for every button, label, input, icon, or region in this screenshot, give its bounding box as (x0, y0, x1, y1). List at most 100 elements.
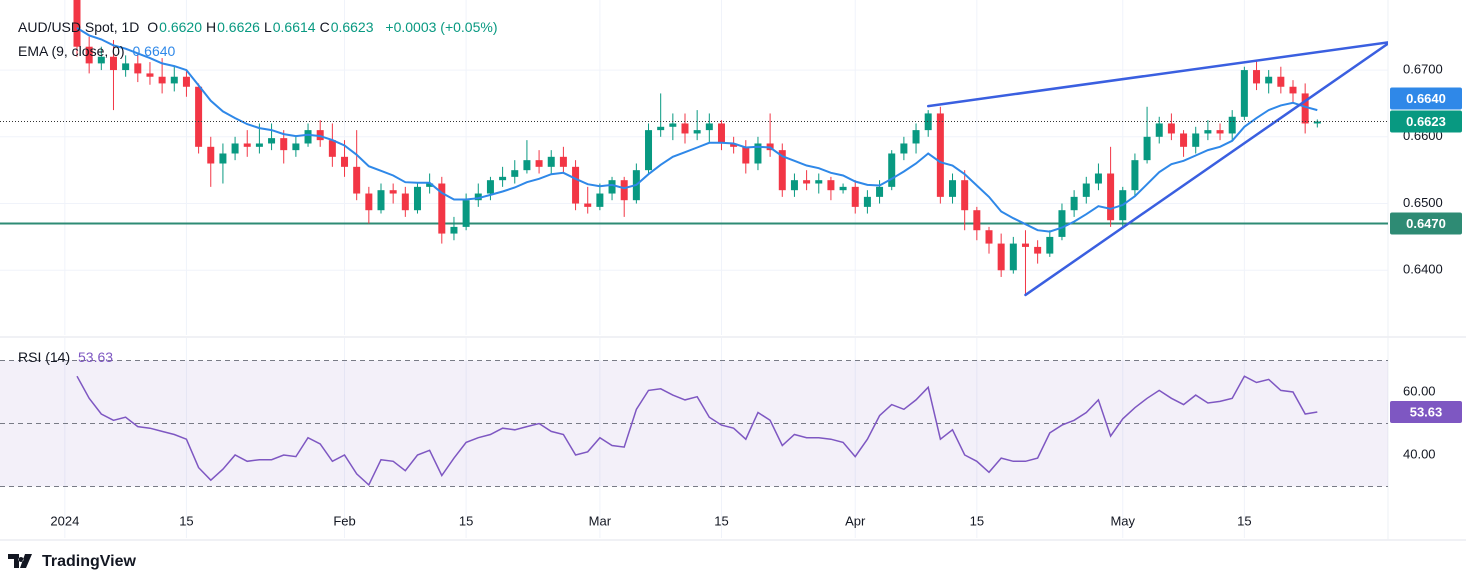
candle-body (134, 63, 142, 74)
candle-body (790, 180, 798, 191)
ohlc: O0.6620 H0.6626 L0.6614 C0.6623 (147, 19, 377, 35)
candle-body (304, 130, 312, 144)
candle-body (681, 123, 689, 134)
candle-body (1228, 116, 1236, 134)
x-tick-label: 15 (459, 513, 473, 528)
candle-body (365, 193, 373, 211)
candle-body (572, 166, 580, 204)
ohlc-value: 0.6620 (159, 19, 202, 35)
rsi-header: RSI (14) 53.63 (18, 349, 117, 365)
candle-body (401, 193, 409, 211)
candle-body (973, 210, 981, 231)
level-label-box (1390, 212, 1462, 235)
candle-body (1034, 246, 1042, 254)
candle-body (1265, 76, 1273, 84)
candle-body (231, 143, 239, 154)
rsi-line (76, 375, 1318, 487)
ema-price-label: 0.6640 (1406, 91, 1446, 106)
candle-body (1301, 93, 1309, 124)
candle-body (450, 226, 458, 234)
candle-body (499, 176, 507, 181)
x-tick-label: Apr (845, 513, 866, 528)
candle-body (170, 76, 178, 84)
candle-body (474, 193, 482, 201)
candle-body (839, 186, 847, 191)
candle-body (827, 180, 835, 191)
y-tick-label: 0.6500 (1403, 195, 1443, 210)
candle-body (851, 186, 859, 207)
candle-body (462, 200, 470, 227)
candle-body (1253, 70, 1261, 84)
ohlc-value: 0.6626 (217, 19, 260, 35)
ema-value: 0.6640 (132, 43, 176, 59)
candle-body (268, 138, 276, 144)
candle-body (1204, 130, 1212, 134)
level-label: 0.6470 (1406, 216, 1446, 231)
candle-body (912, 130, 920, 144)
candle-body (1046, 236, 1054, 254)
x-tick-label: 15 (970, 513, 984, 528)
rsi-value: 53.63 (78, 349, 114, 365)
y-tick-label: 0.6400 (1403, 262, 1443, 277)
y-tick-label: 0.6700 (1403, 62, 1443, 77)
candle-body (255, 143, 263, 147)
candle-body (1131, 160, 1139, 191)
x-tick-label: 15 (179, 513, 193, 528)
candle-body (949, 180, 957, 197)
ema-header: EMA (9, close, 0) 0.6640 (18, 43, 179, 59)
candle-body (146, 73, 154, 77)
candle-body (705, 123, 713, 131)
candle-body (523, 160, 531, 171)
candle-body (657, 126, 665, 131)
x-tick-label: 15 (1237, 513, 1251, 528)
last-price-label-box (1390, 110, 1462, 133)
rsi-name: RSI (14) (18, 349, 71, 365)
candle-body (815, 180, 823, 184)
candle-body (547, 156, 555, 167)
rsi-value-label-box (1390, 401, 1462, 424)
rsi-tick-label: 60.00 (1403, 383, 1436, 398)
brand: TradingView (42, 553, 136, 570)
candle-body (778, 150, 786, 191)
candle-body (158, 76, 166, 84)
candle-body (863, 196, 871, 207)
ohlc-value: 0.6623 (330, 19, 374, 35)
logo (8, 554, 32, 568)
candle-body (97, 56, 105, 64)
candle-body (426, 183, 434, 187)
candle-body (486, 180, 494, 194)
price-pane (0, 0, 1388, 297)
candle-body (1313, 121, 1321, 124)
candle-body (122, 63, 130, 71)
candle-body (219, 153, 227, 164)
candle-body (1216, 130, 1224, 134)
candle-body (717, 123, 725, 144)
candle-body (292, 143, 300, 151)
candle-body (1155, 123, 1163, 137)
candle-body (730, 143, 738, 147)
candle-body (596, 193, 604, 207)
candle-body (876, 186, 884, 197)
candle-body (985, 230, 993, 244)
symbol-header: AUD/USD Spot, 1D O0.6620 H0.6626 L0.6614 C0… (18, 19, 502, 35)
candle-body (438, 183, 446, 234)
trendline (926, 41, 1388, 108)
candle-body (645, 130, 653, 171)
ema-name: EMA (9, close, 0) (18, 43, 125, 59)
candle-body (1058, 210, 1066, 237)
x-tick-label: May (1110, 513, 1135, 528)
candle-body (511, 170, 519, 177)
rsi-tick-label: 40.00 (1403, 446, 1436, 461)
candle-body (535, 160, 543, 167)
trendline (1024, 42, 1388, 297)
candle-body (1192, 133, 1200, 147)
candle-body (341, 156, 349, 167)
candle-body (377, 190, 385, 211)
candle-body (1009, 243, 1017, 271)
candle-body (1167, 123, 1175, 134)
candle-body (280, 138, 288, 151)
candle-body (803, 180, 811, 184)
candle-body (997, 243, 1005, 271)
candle-body (961, 180, 969, 211)
